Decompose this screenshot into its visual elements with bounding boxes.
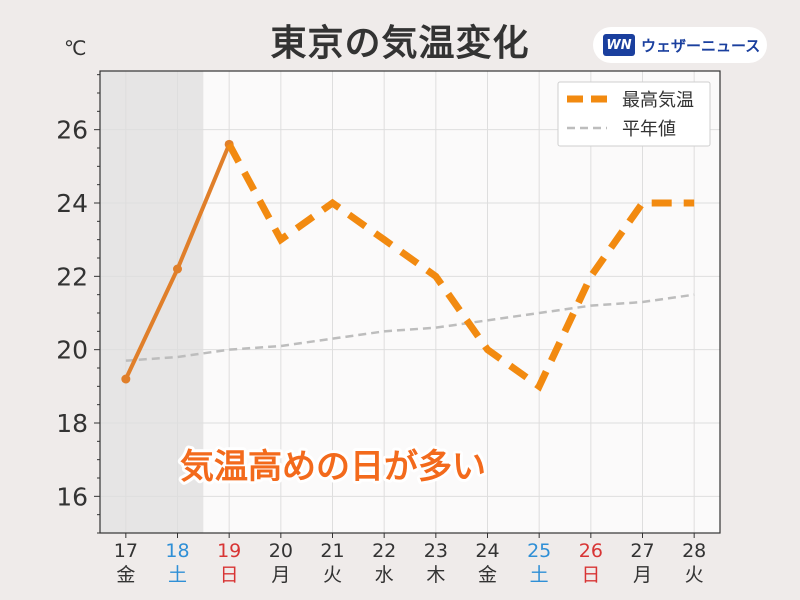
plot-frame	[99, 70, 721, 534]
x-weekday-label: 日	[581, 564, 600, 586]
observed-point	[173, 264, 182, 274]
x-weekday-label: 金	[116, 564, 135, 586]
x-tick-label: 23	[424, 540, 448, 562]
y-tick-label: 20	[56, 336, 88, 365]
x-tick-label: 19	[217, 540, 241, 562]
annotation-text: 気温高めの日が多い	[180, 447, 486, 487]
x-weekday-label: 月	[633, 564, 652, 586]
observed-point	[121, 374, 131, 384]
x-weekday-label: 金	[478, 564, 497, 586]
x-weekday-label: 木	[426, 564, 445, 586]
x-tick-label: 22	[372, 540, 396, 562]
weathernews-logo: WN ウェザーニュース	[593, 27, 767, 63]
logo-mark: WN	[603, 34, 635, 56]
normal-temperature-line	[125, 293, 695, 362]
unit-label: ℃	[64, 36, 87, 60]
x-tick-label: 18	[165, 540, 189, 562]
y-tick-label: 16	[56, 482, 88, 511]
y-tick-label: 22	[56, 262, 88, 291]
x-weekday-label: 水	[375, 564, 394, 586]
x-tick-label: 21	[320, 540, 344, 562]
x-tick-label: 27	[630, 540, 654, 562]
x-weekday-label: 土	[530, 564, 549, 586]
x-weekday-label: 火	[323, 564, 342, 586]
x-tick-label: 25	[527, 540, 551, 562]
y-tick-label: 18	[56, 409, 88, 438]
x-tick-label: 28	[682, 540, 706, 562]
x-tick-label: 20	[269, 540, 293, 562]
y-tick-label: 26	[56, 116, 88, 145]
forecast-max-temp-line	[226, 142, 695, 392]
x-tick-label: 26	[579, 540, 603, 562]
x-weekday-label: 火	[685, 564, 704, 586]
legend-label-max: 最高気温	[622, 90, 694, 111]
past-days-shade	[100, 71, 204, 533]
logo-text: ウェザーニュース	[641, 36, 761, 55]
legend-label-normal: 平年値	[622, 119, 676, 140]
x-weekday-label: 日	[220, 564, 239, 586]
y-tick-label: 24	[56, 189, 88, 218]
x-weekday-label: 月	[271, 564, 290, 586]
x-tick-label: 24	[475, 540, 499, 562]
x-weekday-label: 土	[168, 564, 187, 586]
x-tick-label: 17	[114, 540, 138, 562]
chart-title: 東京の気温変化	[270, 23, 530, 64]
